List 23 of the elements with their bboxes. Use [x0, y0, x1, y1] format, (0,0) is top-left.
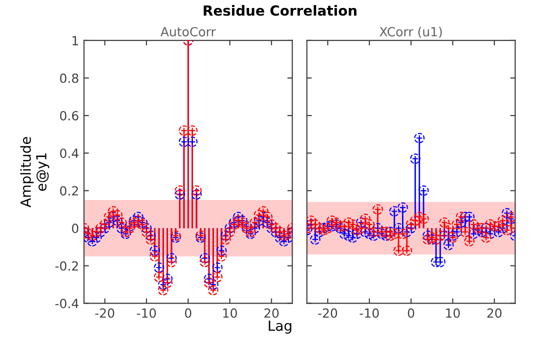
x-axis-title: Lag: [268, 320, 292, 334]
chart-subtitle: AutoCorr: [160, 26, 216, 36]
x-tick-label: 20: [264, 308, 279, 318]
x-tick-label: -10: [360, 308, 379, 318]
y-tick-label: 0.6: [60, 111, 78, 120]
x-tick-label: 10: [446, 308, 460, 318]
x-tick-label: -10: [136, 308, 156, 318]
y-tick-label: 0.8: [60, 73, 78, 83]
x-tick-label: 20: [487, 308, 502, 318]
x-tick-label: 0: [408, 308, 414, 318]
y-tick-label: 0.2: [60, 186, 78, 196]
x-tick-label: -20: [95, 308, 114, 318]
x-tick-label: -20: [318, 308, 338, 318]
chart-title: Residue Correlation: [204, 5, 356, 16]
y-tick-label: -0.2: [55, 261, 78, 271]
y-tick-label: 1: [72, 36, 78, 46]
chart-subtitle: XCorr (u1): [380, 26, 442, 38]
y-tick-label: -0.4: [55, 298, 78, 308]
y-tick-label: 0.4: [60, 148, 78, 158]
y-tick-label: 0: [72, 224, 78, 234]
y-axis-title: Amplitude e@y1: [20, 137, 50, 208]
x-tick-label: 0: [185, 308, 192, 318]
x-tick-label: 10: [223, 308, 237, 318]
